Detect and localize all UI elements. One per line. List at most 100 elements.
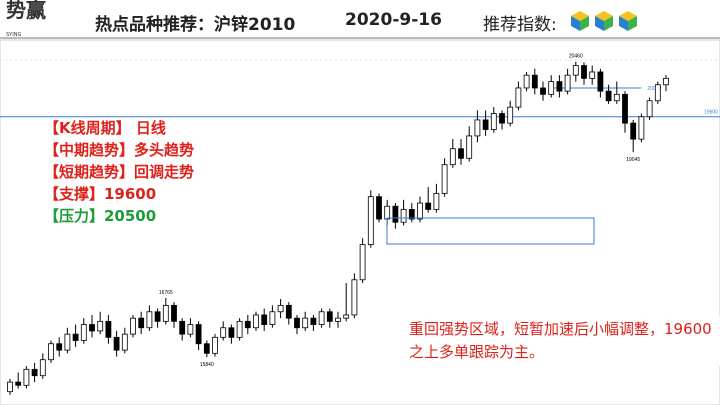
candle-body [15,381,22,386]
candle-body [581,65,587,79]
candle-body [425,202,432,210]
candle-body [228,327,235,338]
candle-body [277,304,284,313]
candle-body [89,324,95,332]
candle-body [482,119,489,130]
title: 热点品种推荐：沪锌2010 [95,15,296,35]
header-rule [0,37,720,39]
candle-body [261,314,268,325]
candle-body [392,205,399,223]
candle-body [597,71,604,92]
candle-body [540,87,546,95]
candle-body [556,81,563,92]
date: 2020-9-16 [345,10,442,30]
candle-body [384,205,391,220]
candle-body [433,193,440,210]
candle-body [351,279,358,316]
resistance-label: 20050 [647,86,661,92]
candle-body [654,84,661,102]
candle-body [466,135,473,159]
candle-body [269,311,276,325]
logo: 势赢 [6,0,46,22]
candle-body [113,336,120,351]
candle-body [39,359,46,377]
candle-body [195,324,202,345]
candle-body [121,333,128,351]
candle-body [244,320,251,329]
candle-body [138,317,145,329]
peak-label: 16765 [159,290,173,296]
candle-body [154,311,161,322]
candle-body [179,320,186,335]
candle-body [515,87,522,108]
candle-body [171,304,177,322]
info-line: 【K线周期】 日线 [44,119,166,137]
candle-body [367,196,374,246]
candle-body [564,74,571,92]
candle-body [449,148,456,166]
info-line: 【压力】20500 [44,207,157,225]
info-line: 【支撑】19600 [44,185,157,203]
candle-body [236,320,243,338]
candle-body [302,317,309,329]
candle-body [441,164,448,194]
cube [595,11,613,31]
candle-body [646,100,653,118]
cube [571,11,589,31]
candle-body [531,74,538,89]
candle-body [23,368,30,386]
candle-body [474,119,481,137]
info-line: 【短期趋势】回调走势 [44,163,195,181]
candle-body [130,317,136,335]
trough-label: 19045 [626,157,640,163]
candle-body [630,122,637,140]
zone-box [386,217,595,245]
candle-body [507,106,514,124]
candle-body [72,333,79,341]
rating-icons [571,11,637,31]
candle-body [7,381,13,393]
candle-body [589,71,596,79]
candle-body [605,90,612,102]
candle-body [458,148,464,159]
candle-body [343,314,350,319]
candle-body [359,244,366,281]
candle-body [105,320,112,338]
candle-body [162,304,169,322]
candle-body [48,343,54,361]
candle-body [622,93,628,124]
candle-body [663,77,669,86]
candle-body [97,320,104,332]
candle-body [212,336,218,354]
rating-label: 推荐指数: [483,15,557,35]
candle-body [613,93,620,102]
candle-body [80,324,87,341]
peak-label: 20460 [569,54,583,60]
candle-body [64,333,71,351]
candle-body [335,317,341,322]
candle-body [253,314,259,329]
candle-body [285,304,292,319]
candle-body [31,368,38,377]
candle-body [146,311,153,329]
candle-body [572,65,579,76]
candle-body [408,209,415,220]
comment: 重回强势区域，短暂加速后小幅调整，19600之上多单跟踪为主。 [405,316,720,366]
info-line: 【中期趋势】多头趋势 [44,141,195,159]
candle-body [310,317,317,325]
candle-body [523,74,530,89]
candle-body [400,209,407,223]
trough-label: 15840 [200,362,214,368]
candle-body [638,116,645,140]
candle-body [548,81,555,95]
candle-body [417,202,423,220]
candle-body [220,327,227,338]
candle-body [490,113,497,130]
candle-body [294,317,300,329]
candle-body [187,324,194,335]
candle-body [56,343,63,351]
cube [619,11,637,31]
candle-body [376,196,382,220]
